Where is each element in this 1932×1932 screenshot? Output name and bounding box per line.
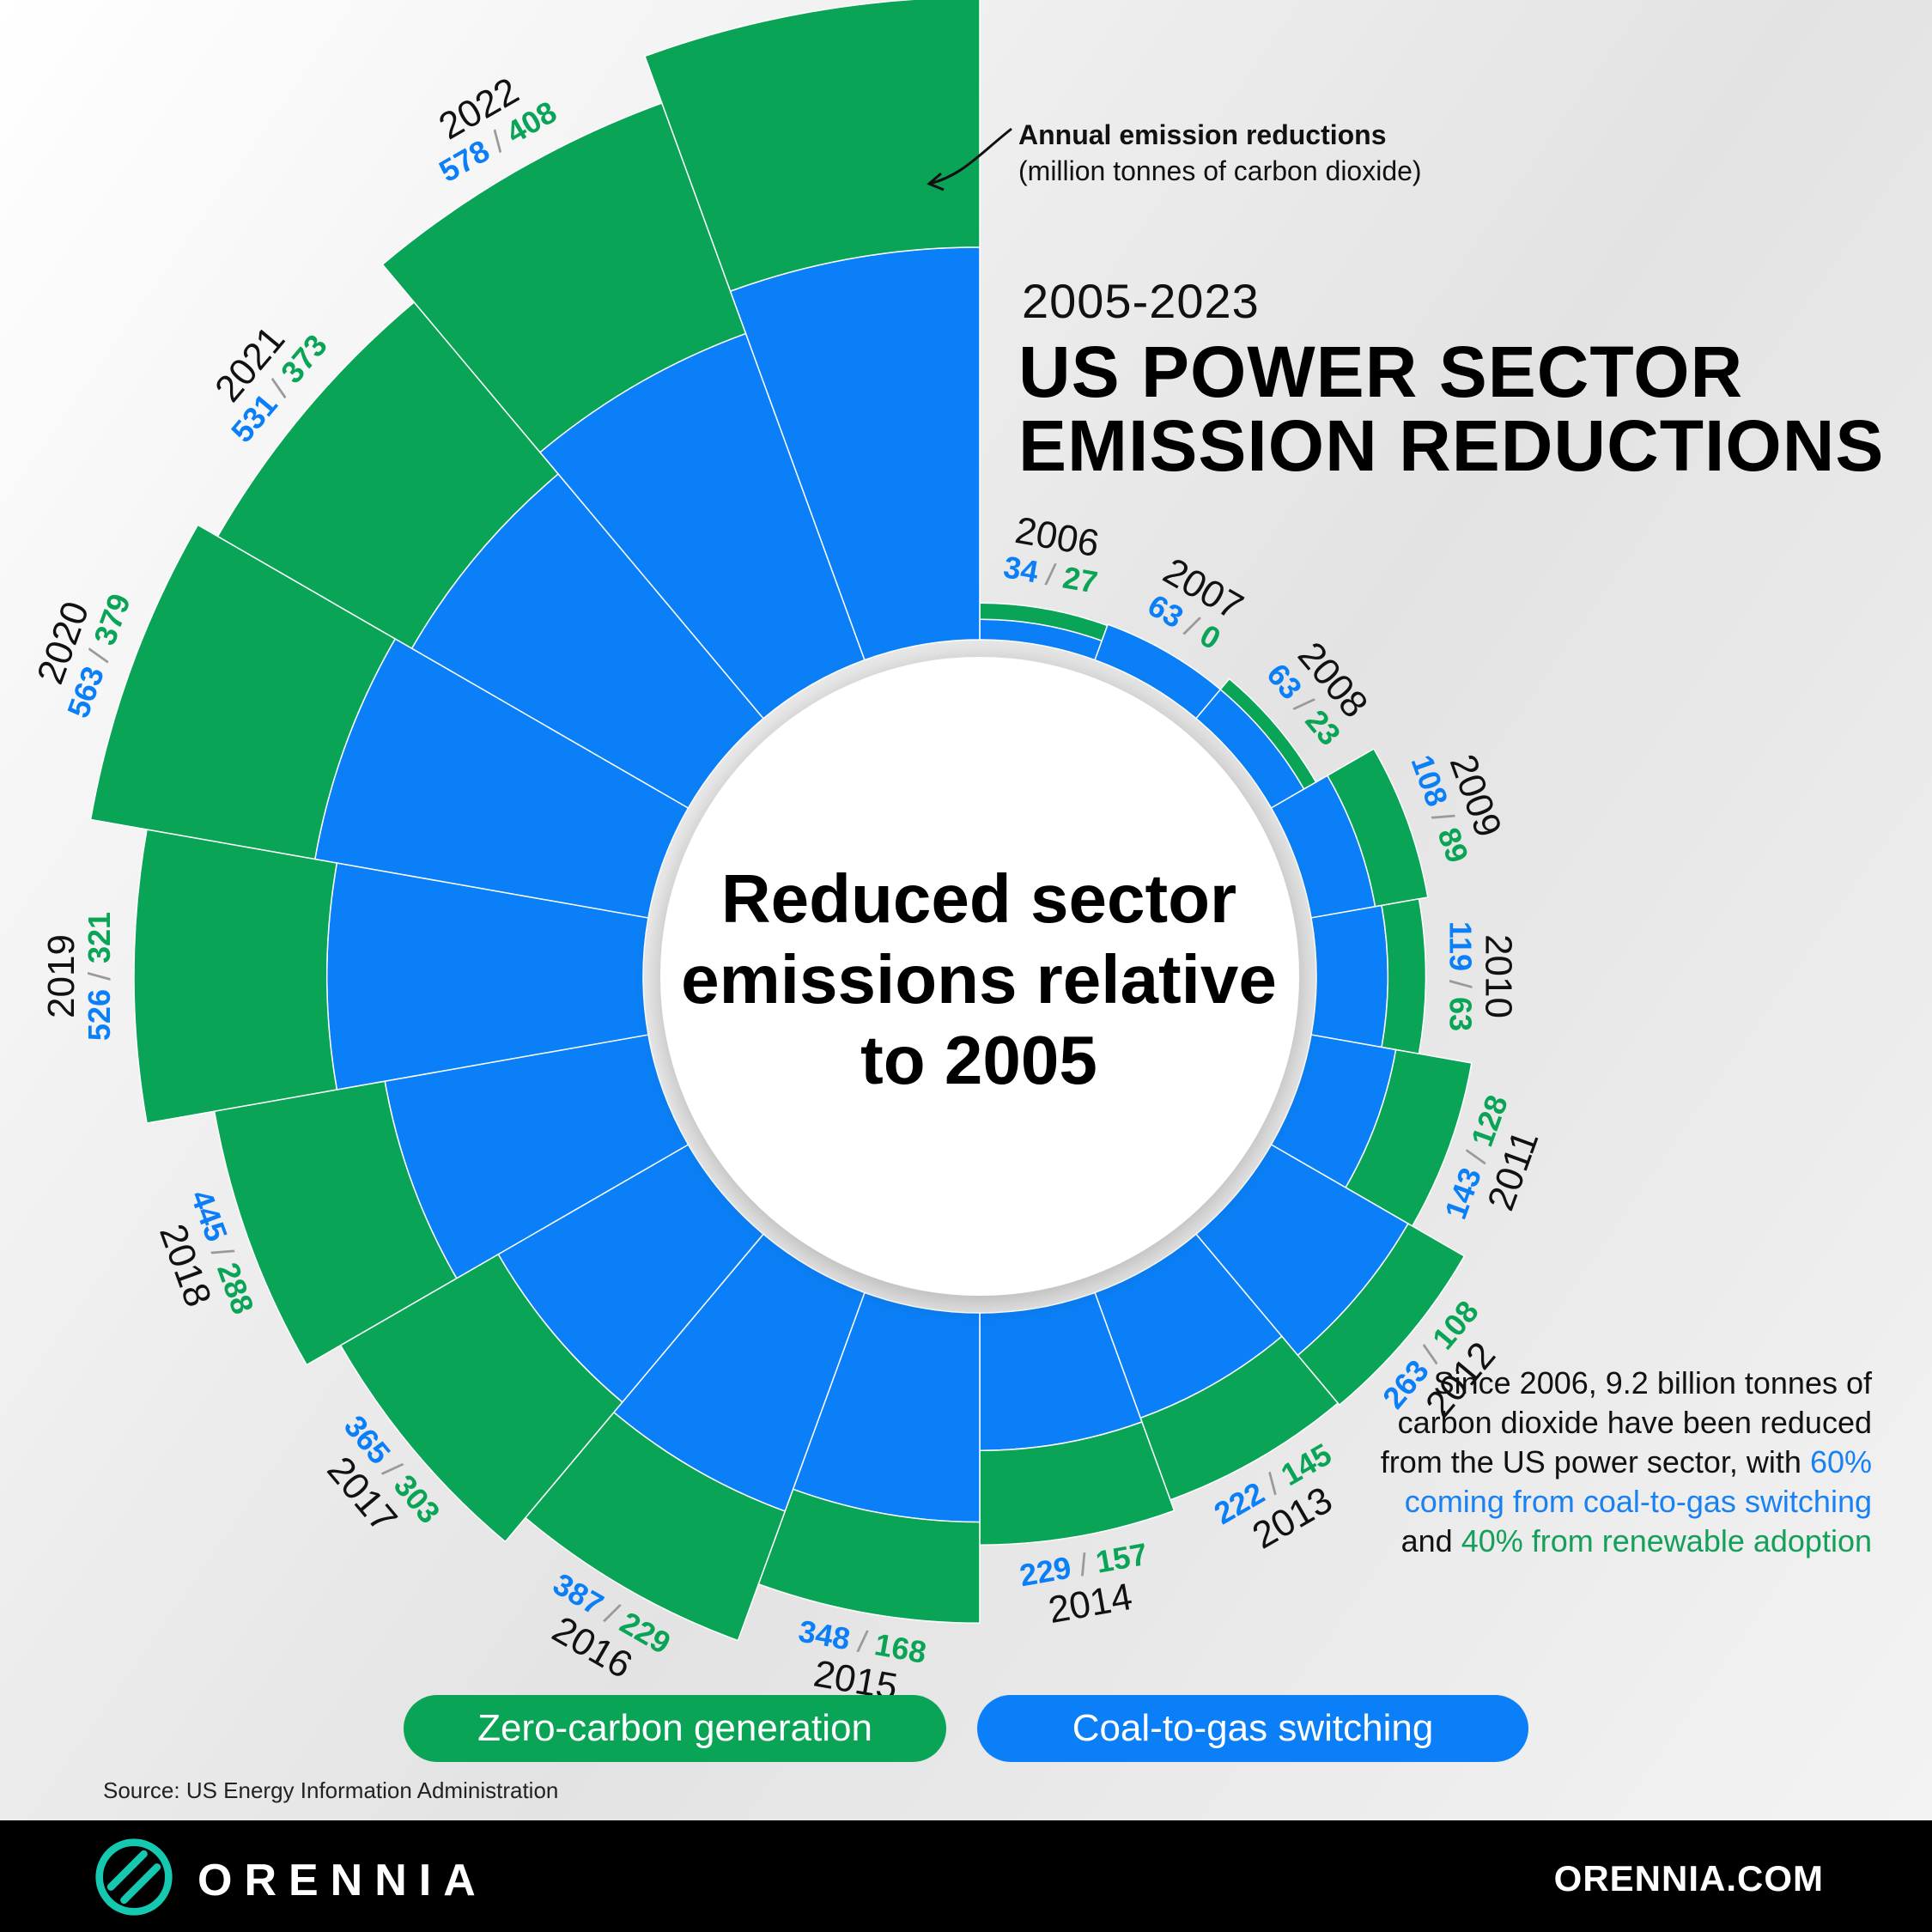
value-zero-carbon-2006: 27 xyxy=(1060,559,1101,599)
year-label-2010: 2010 xyxy=(1478,934,1520,1018)
year-label-2019: 2019 xyxy=(40,934,82,1018)
title-line-2: EMISSION REDUCTIONS xyxy=(1018,405,1885,486)
bar-zero-carbon-2019 xyxy=(133,829,338,1124)
annotation-heading: Annual emission reductions xyxy=(1018,119,1387,150)
bar-coal-to-gas-2010 xyxy=(1310,904,1389,1048)
value-label-2010: 119 / 63 xyxy=(1443,921,1479,1031)
summary-renewable-share: 40% from renewable adoption xyxy=(1461,1523,1872,1558)
bar-zero-carbon-2010 xyxy=(1381,897,1427,1055)
annotation-unit: (million tonnes of carbon dioxide) xyxy=(1018,155,1422,186)
value-coal-to-gas-2015: 348 xyxy=(796,1613,853,1656)
brand-name: ORENNIA xyxy=(197,1856,488,1905)
legend-coal-to-gas: Coal-to-gas switching xyxy=(977,1695,1528,1762)
value-zero-carbon-2018: 288 xyxy=(210,1258,261,1318)
value-label-2014: 229 / 157 xyxy=(1017,1535,1150,1592)
year-text-2010: 2010 xyxy=(1478,934,1520,1018)
orennia-logo-icon xyxy=(95,1838,173,1916)
value-separator-2006: / xyxy=(1035,555,1066,594)
value-separator-2010: / xyxy=(1443,971,1479,997)
center-line-1: Reduced sector xyxy=(720,860,1237,937)
chart-title: US POWER SECTOR EMISSION REDUCTIONS xyxy=(1018,335,1884,483)
value-zero-carbon-2020: 379 xyxy=(86,589,137,649)
annotation: Annual emission reductions (million tonn… xyxy=(1018,117,1422,189)
bar-zero-carbon-2020 xyxy=(89,524,397,860)
chart-wedges xyxy=(89,0,1473,1642)
value-zero-carbon-2019: 321 xyxy=(82,912,117,963)
value-separator-2014: / xyxy=(1067,1545,1099,1584)
center-line-3: to 2005 xyxy=(860,1022,1097,1098)
summary-coal-to-gas-share: 60% coming from coal-to-gas switching xyxy=(1404,1444,1872,1519)
value-label-2019: 526 / 321 xyxy=(82,912,117,1041)
value-separator-2015: / xyxy=(847,1621,878,1661)
summary-part-1: Since 2006, 9.2 billion tonnes of carbon… xyxy=(1380,1365,1872,1479)
value-zero-carbon-2014: 157 xyxy=(1093,1535,1150,1579)
center-line-2: emissions relative xyxy=(681,941,1277,1018)
value-coal-to-gas-2006: 34 xyxy=(1001,549,1042,589)
center-circle xyxy=(660,657,1299,1296)
year-text-2019: 2019 xyxy=(40,934,82,1018)
value-label-2006: 34 / 27 xyxy=(1001,549,1101,599)
annotation-arrowhead xyxy=(927,172,945,191)
chart-subtitle: 2005-2023 xyxy=(1022,274,1260,328)
source-note: Source: US Energy Information Administra… xyxy=(103,1777,559,1803)
brand-url: ORENNIA.COM xyxy=(1553,1858,1824,1899)
value-coal-to-gas-2019: 526 xyxy=(82,989,117,1041)
center-label: Reduced sector emissions relative to 200… xyxy=(670,859,1288,1101)
bar-zero-carbon-2023 xyxy=(644,0,981,293)
summary-part-2: and xyxy=(1400,1523,1461,1558)
value-coal-to-gas-2010: 119 xyxy=(1443,921,1479,971)
value-coal-to-gas-2023: 653 xyxy=(737,0,793,6)
value-separator-2019: / xyxy=(82,963,117,989)
value-zero-carbon-2010: 63 xyxy=(1443,997,1479,1031)
summary-text: Since 2006, 9.2 billion tonnes of carbon… xyxy=(1348,1364,1872,1561)
title-line-1: US POWER SECTOR xyxy=(1018,331,1744,412)
annotation-arrow xyxy=(928,127,1012,185)
footer-bar: ORENNIA ORENNIA.COM xyxy=(0,1820,1932,1932)
legend-zero-carbon: Zero-carbon generation xyxy=(404,1695,946,1762)
